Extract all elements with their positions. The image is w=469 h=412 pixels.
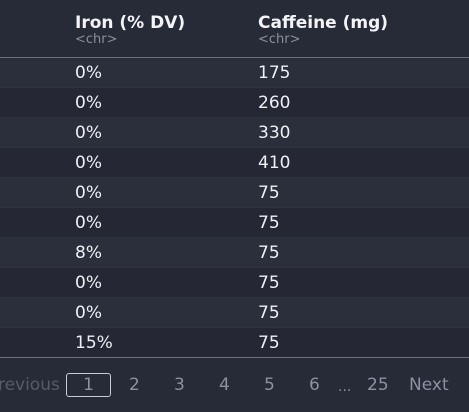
column-title: Iron (% DV) [75, 13, 186, 33]
caffeine-cell: 75 [258, 243, 280, 263]
iron-cell: 15% [75, 333, 113, 353]
table-row: 0% 175 [0, 58, 469, 88]
table-row: 15% 75 [0, 328, 469, 358]
table-body: 0% 175 0% 260 0% 330 0% 410 0% 75 0% 75 … [0, 58, 469, 358]
iron-cell: 0% [75, 153, 102, 173]
column-type: <chr> [75, 32, 118, 47]
table-row: 0% 75 [0, 268, 469, 298]
caffeine-cell: 75 [258, 183, 280, 203]
page-button-3[interactable]: 3 [174, 375, 185, 395]
table-row: 0% 330 [0, 118, 469, 148]
column-header-caffeine[interactable]: Caffeine (mg) <chr> [258, 13, 388, 47]
next-page-button[interactable]: Next [409, 375, 449, 395]
pagination-ellipsis: ... [338, 379, 352, 395]
column-header-iron[interactable]: Iron (% DV) <chr> [75, 13, 185, 47]
page-button-5[interactable]: 5 [264, 375, 275, 395]
page-button-6[interactable]: 6 [309, 375, 320, 395]
page-button-current[interactable]: 1 [66, 373, 111, 397]
caffeine-cell: 75 [258, 273, 280, 293]
caffeine-cell: 75 [258, 303, 280, 323]
table-bottom-border [0, 357, 469, 358]
iron-cell: 0% [75, 123, 102, 143]
table-row: 0% 75 [0, 178, 469, 208]
column-type: <chr> [258, 32, 301, 47]
page-button-4[interactable]: 4 [219, 375, 230, 395]
caffeine-cell: 260 [258, 93, 291, 113]
iron-cell: 0% [75, 303, 102, 323]
caffeine-cell: 75 [258, 213, 280, 233]
pagination: Previous 1 2 3 4 5 6 ... 25 Next [0, 370, 469, 402]
caffeine-cell: 75 [258, 333, 280, 353]
iron-cell: 8% [75, 243, 102, 263]
column-title: Caffeine (mg) [258, 13, 389, 33]
page-button-2[interactable]: 2 [129, 375, 140, 395]
iron-cell: 0% [75, 213, 102, 233]
previous-page-button[interactable]: Previous [0, 375, 60, 395]
table-row: 0% 75 [0, 298, 469, 328]
iron-cell: 0% [75, 63, 102, 83]
table-header: Iron (% DV) <chr> Caffeine (mg) <chr> [0, 0, 469, 58]
table-row: 0% 260 [0, 88, 469, 118]
caffeine-cell: 410 [258, 153, 291, 173]
table-row: 0% 75 [0, 208, 469, 238]
iron-cell: 0% [75, 273, 102, 293]
iron-cell: 0% [75, 183, 102, 203]
data-table: Iron (% DV) <chr> Caffeine (mg) <chr> 0%… [0, 0, 469, 358]
caffeine-cell: 330 [258, 123, 291, 143]
table-row: 8% 75 [0, 238, 469, 268]
caffeine-cell: 175 [258, 63, 291, 83]
table-row: 0% 410 [0, 148, 469, 178]
page-button-last[interactable]: 25 [367, 375, 389, 395]
iron-cell: 0% [75, 93, 102, 113]
